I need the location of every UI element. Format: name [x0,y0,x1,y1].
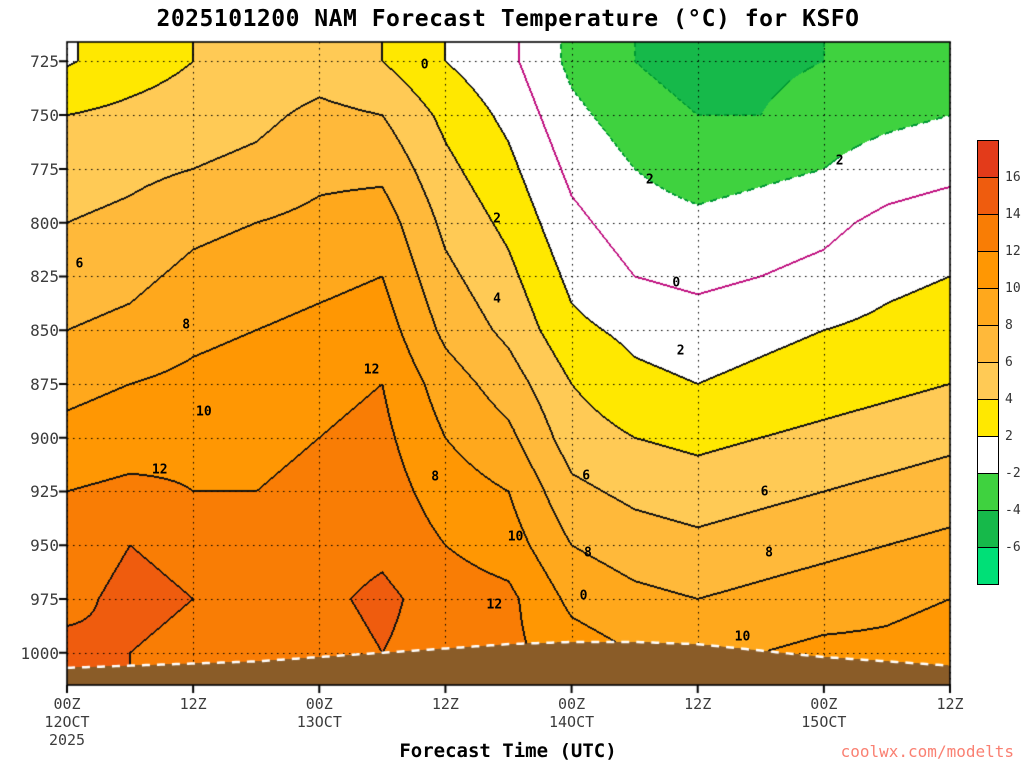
date-label: 14OCT [548,713,595,731]
colorbar-tick-label: 6 [1005,355,1013,370]
date-label: 13OCT [296,713,342,731]
contour-label: 2 [835,153,844,169]
date-label: 12OCT [44,713,90,731]
colorbar-tick-label: 14 [1005,207,1021,222]
colorbar-tick-label: -6 [1005,540,1021,555]
contour-label: 8 [431,469,440,485]
contour-label: 0 [579,588,588,604]
contour-label: 6 [75,256,84,272]
x-tick-label: 12Z [431,695,459,713]
contour-label: 2 [645,172,654,188]
contour-label: 6 [760,484,769,500]
contour-label: 8 [765,545,773,561]
colorbar-band [977,288,999,326]
y-tick-label: 825 [30,267,59,287]
colorbar-tick-label: 16 [1005,170,1021,185]
y-tick-label: 875 [30,374,59,394]
colorbar-band [977,140,999,178]
colorbar-tick-label: -4 [1005,503,1021,518]
colorbar-tick-label: 12 [1005,244,1021,259]
colorbar-tick-label: 10 [1005,281,1021,296]
y-tick-label: 975 [30,589,59,609]
y-tick-label: 1000 [20,643,59,663]
contour-label: 0 [672,275,681,291]
colorbar-band [977,473,999,511]
colorbar-band [977,177,999,215]
colorbar-band [977,436,999,474]
colorbar-band [977,362,999,400]
colorbar-band [977,547,999,585]
y-tick-label: 725 [30,52,59,72]
colorbar-tick-label: -2 [1005,466,1021,481]
colorbar-band [977,510,999,548]
contour-label: 12 [363,362,380,378]
contour-label: 10 [507,529,524,545]
y-tick-label: 750 [30,106,59,126]
colorbar-band [977,325,999,363]
colorbar-band [977,251,999,289]
x-axis-title: Forecast Time (UTC) [399,740,617,762]
x-tick-label: 12Z [684,695,712,713]
colorbar-tick-label: 8 [1005,318,1013,333]
contour-label: 12 [486,597,503,613]
y-tick-label: 925 [30,482,59,502]
contour-label: 10 [734,629,751,645]
contour-label: 10 [196,404,212,420]
x-tick-label: 12Z [179,695,207,713]
x-tick-label: 00Z [558,695,586,713]
y-tick-label: 950 [30,536,59,556]
y-tick-label: 800 [30,213,59,233]
colorbar-tick-label: 4 [1005,392,1013,407]
y-tick-label: 900 [30,428,59,448]
contour-label: 4 [493,291,501,307]
x-tick-label: 00Z [305,695,333,713]
colorbar-tick-label: 2 [1005,429,1013,444]
contour-label: 8 [584,545,592,561]
y-tick-label: 850 [30,321,59,341]
colorbar-band [977,399,999,437]
contour-label: 0 [420,57,429,72]
date-label: 15OCT [801,713,847,731]
x-tick-label: 12Z [936,695,964,713]
x-tick-label: 00Z [810,695,838,713]
watermark: coolwx.com/modelts [840,742,1014,761]
date-sublabel: 2025 [48,731,86,749]
x-tick-label: 00Z [53,695,81,713]
contour-label: 2 [676,343,685,359]
contour-label: 2 [493,211,501,227]
colorbar-band [977,214,999,252]
contour-label: 6 [582,468,591,484]
contour-label: 12 [151,462,168,478]
contour-label: 8 [182,317,191,333]
y-tick-label: 775 [30,159,59,179]
